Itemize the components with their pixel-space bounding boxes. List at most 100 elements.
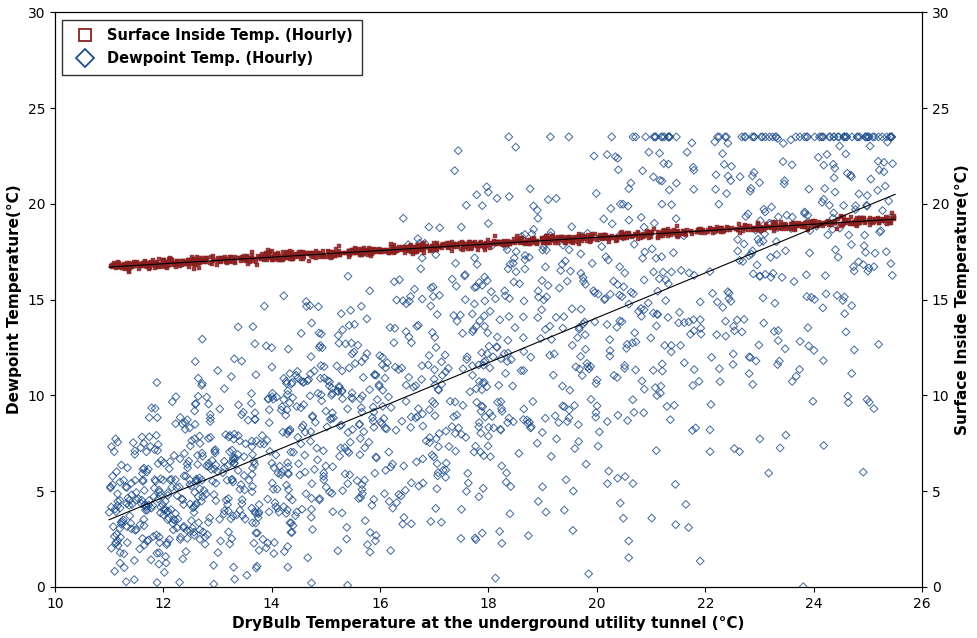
Point bbox=[321, 376, 337, 387]
Point bbox=[666, 225, 682, 235]
Point bbox=[397, 245, 412, 255]
Point bbox=[394, 363, 409, 373]
Point bbox=[800, 323, 816, 333]
Point bbox=[165, 525, 181, 535]
Point bbox=[308, 253, 323, 263]
Point bbox=[161, 513, 177, 523]
Point bbox=[615, 227, 630, 237]
Point bbox=[869, 214, 884, 225]
Point bbox=[175, 259, 191, 269]
Point bbox=[362, 528, 378, 538]
Point bbox=[290, 432, 306, 442]
Point bbox=[386, 240, 402, 250]
Point bbox=[109, 501, 125, 511]
Point bbox=[600, 417, 616, 427]
Point bbox=[558, 475, 573, 485]
Point bbox=[405, 248, 421, 258]
Point bbox=[244, 487, 260, 497]
Point bbox=[169, 257, 185, 267]
Point bbox=[473, 406, 488, 417]
Point bbox=[805, 396, 821, 406]
Point bbox=[334, 385, 350, 396]
Point bbox=[866, 262, 881, 272]
Point bbox=[523, 235, 538, 246]
Point bbox=[319, 406, 334, 416]
Point bbox=[575, 276, 591, 286]
Point bbox=[178, 257, 193, 267]
Point bbox=[256, 439, 272, 449]
Point bbox=[720, 138, 736, 149]
Point bbox=[696, 225, 711, 235]
Point bbox=[200, 433, 216, 443]
Point bbox=[774, 223, 789, 234]
Point bbox=[857, 218, 872, 228]
Point bbox=[391, 364, 406, 375]
Point bbox=[777, 179, 792, 189]
Point bbox=[123, 260, 139, 270]
Point bbox=[391, 489, 406, 500]
Point bbox=[178, 547, 193, 557]
Point bbox=[272, 253, 287, 263]
Point bbox=[422, 438, 438, 448]
Point bbox=[368, 453, 384, 463]
Point bbox=[191, 391, 206, 401]
Point bbox=[176, 256, 191, 266]
Point bbox=[497, 291, 513, 301]
Point bbox=[168, 508, 184, 519]
Point bbox=[111, 258, 127, 268]
Point bbox=[211, 253, 227, 263]
Point bbox=[330, 330, 346, 341]
Point bbox=[763, 223, 779, 233]
Point bbox=[489, 237, 505, 248]
Point bbox=[278, 253, 294, 263]
Point bbox=[497, 241, 513, 251]
Point bbox=[262, 447, 277, 457]
Point bbox=[325, 462, 341, 472]
Point bbox=[303, 436, 319, 447]
Point bbox=[637, 231, 653, 241]
Point bbox=[323, 390, 339, 401]
Point bbox=[551, 235, 567, 246]
Point bbox=[377, 489, 393, 499]
Point bbox=[465, 588, 481, 598]
Point bbox=[282, 369, 298, 379]
Point bbox=[132, 258, 148, 269]
Point bbox=[168, 262, 184, 272]
Point bbox=[702, 447, 718, 457]
Point bbox=[813, 220, 828, 230]
Point bbox=[617, 268, 633, 278]
Point bbox=[828, 218, 843, 228]
Point bbox=[340, 427, 356, 438]
Point bbox=[253, 254, 269, 264]
Point bbox=[506, 253, 522, 263]
Point bbox=[752, 271, 768, 281]
Point bbox=[778, 219, 793, 229]
Point bbox=[762, 220, 778, 230]
Point bbox=[220, 255, 235, 265]
Point bbox=[104, 441, 119, 452]
Point bbox=[121, 500, 137, 510]
Point bbox=[131, 494, 147, 504]
Point bbox=[376, 413, 392, 424]
Point bbox=[773, 220, 788, 230]
Point bbox=[393, 245, 408, 255]
Point bbox=[464, 360, 480, 371]
Point bbox=[439, 238, 454, 248]
Point bbox=[510, 235, 526, 245]
Point bbox=[191, 373, 206, 383]
Point bbox=[498, 238, 514, 248]
Point bbox=[853, 213, 869, 223]
Point bbox=[616, 233, 631, 243]
Point bbox=[105, 262, 120, 272]
Point bbox=[339, 523, 355, 533]
Point bbox=[188, 260, 203, 270]
Point bbox=[295, 420, 311, 430]
Point bbox=[871, 339, 886, 350]
Point bbox=[225, 456, 240, 466]
Point bbox=[151, 559, 167, 569]
Point bbox=[315, 251, 330, 262]
Point bbox=[351, 244, 366, 254]
Point bbox=[321, 487, 337, 497]
Point bbox=[312, 493, 327, 503]
Point bbox=[709, 297, 725, 307]
